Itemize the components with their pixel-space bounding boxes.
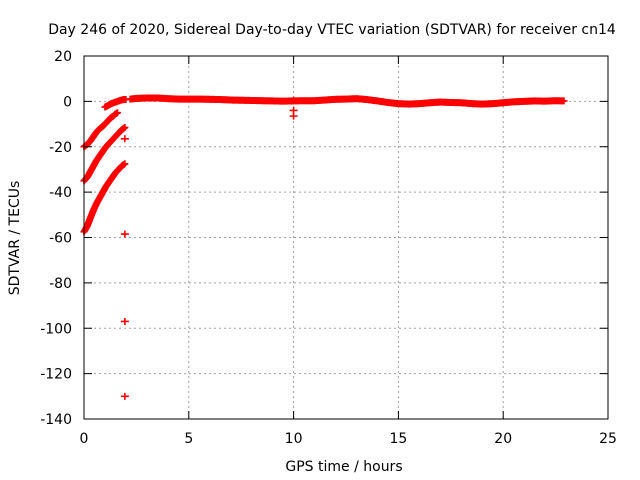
data-point bbox=[121, 160, 129, 168]
x-tick-label: 5 bbox=[184, 431, 193, 447]
x-tick-label: 20 bbox=[494, 431, 512, 447]
data-point bbox=[560, 97, 568, 105]
x-tick-label: 10 bbox=[285, 431, 303, 447]
data-points bbox=[80, 94, 568, 400]
outlier-point bbox=[120, 392, 129, 400]
x-tick-label: 0 bbox=[80, 431, 89, 447]
y-tick-label: 20 bbox=[54, 49, 72, 65]
series-outliers bbox=[120, 96, 298, 400]
y-axis-label: SDTVAR / TECUs bbox=[7, 181, 23, 296]
data-point bbox=[114, 109, 122, 117]
grid-lines bbox=[84, 56, 608, 419]
outlier-point bbox=[289, 112, 298, 120]
series-middle-ramp bbox=[80, 123, 129, 185]
x-axis-label: GPS time / hours bbox=[285, 459, 402, 475]
y-tick-label: -140 bbox=[40, 412, 72, 428]
data-point bbox=[121, 123, 129, 131]
y-tick-label: -20 bbox=[49, 140, 72, 156]
x-tick-label: 15 bbox=[389, 431, 407, 447]
series-upper-ramp bbox=[80, 109, 122, 151]
y-tick-label: -60 bbox=[49, 231, 72, 247]
y-tick-label: -100 bbox=[40, 321, 72, 337]
chart-title: Day 246 of 2020, Sidereal Day-to-day VTE… bbox=[48, 22, 616, 38]
y-tick-label: 0 bbox=[63, 94, 72, 110]
axis-ticks: -140 -120 -100 -80 -60 -40 -20 0 20 0 5 10 15 20 25 bbox=[40, 49, 617, 447]
outlier-point bbox=[289, 96, 298, 104]
series-late-ramp bbox=[101, 96, 130, 111]
y-tick-label: -40 bbox=[49, 185, 72, 201]
outlier-point bbox=[120, 317, 129, 325]
y-tick-label: -80 bbox=[49, 276, 72, 292]
outlier-point bbox=[120, 135, 129, 143]
x-tick-label: 25 bbox=[599, 431, 617, 447]
series-lower-ramp bbox=[80, 160, 129, 236]
series-steady-trace bbox=[126, 94, 568, 108]
y-tick-label: -120 bbox=[40, 367, 72, 383]
outlier-point bbox=[120, 230, 129, 238]
